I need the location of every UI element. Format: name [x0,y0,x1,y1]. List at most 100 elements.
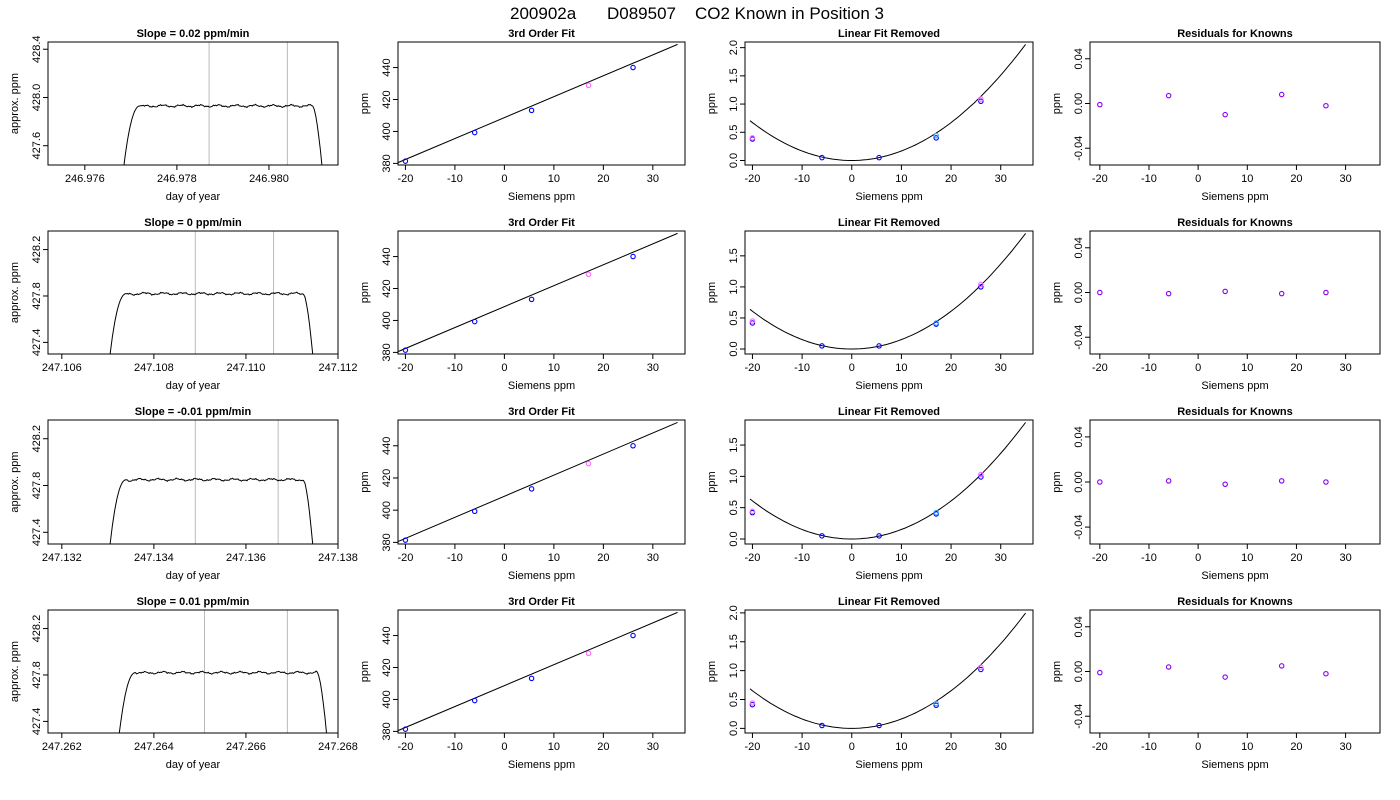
x-tick-label: 10 [548,362,560,374]
data-point [933,320,939,326]
x-tick-label: 20 [1290,362,1302,374]
data-point [528,486,535,492]
panel-data [1097,288,1329,297]
panel-r0c2: Linear Fit Removed -20 -10 0 10 20 30 0.0 0.5 1.0… [706,28,1034,203]
plot-frame [47,41,339,166]
y-tick-label: 0.00 [1073,93,1085,114]
data-point [978,474,984,480]
y-tick-label: 440 [381,247,393,265]
y-tick-label: 380 [381,154,393,172]
x-tick-label: 20 [597,552,609,564]
y-axis-label: ppm [706,282,718,303]
y-axis-label: ppm [706,93,718,114]
x-tick-label: 20 [597,741,609,753]
x-tick-label: 247.138 [318,552,358,564]
x-axis-label: Siemens ppm [508,759,575,771]
x-tick-label: 20 [945,362,957,374]
y-tick-label: 0.5 [728,500,740,515]
x-tick-label: -10 [447,552,463,564]
x-tick-label: 10 [1241,552,1253,564]
x-tick-label: -10 [447,173,463,185]
data-point [1323,102,1329,109]
data-point [630,632,636,639]
x-tick-label: 247.134 [134,552,174,564]
x-tick-label: -10 [794,552,810,564]
plot-frame [397,419,686,545]
panel-r2c1: 3rd Order Fit -20 -10 0 10 20 30 380 400 420 440 Si… [359,406,686,582]
x-tick-label: 30 [1339,173,1351,185]
y-tick-label: 0.0 [728,341,740,356]
data-point [630,64,636,71]
data-point [933,702,939,709]
x-axis-label: Siemens ppm [508,191,575,203]
data-point [933,132,939,139]
x-tick-label: -20 [744,552,760,564]
x-tick-label: 20 [945,552,957,564]
x-tick-label: -10 [1141,173,1157,185]
panel-data [1097,478,1329,488]
data-point [402,726,409,732]
x-axis-label: Siemens ppm [508,380,575,392]
plot-frame [1089,230,1381,355]
x-tick-label: 30 [647,741,659,753]
data-point [585,82,592,89]
data-point [1278,663,1285,669]
fit-line [398,611,678,732]
x-tick-label: 0 [501,741,507,753]
panel-data [398,232,678,353]
panel-r0c3: Residuals for Knowns -20 -10 0 10 20 30 -0.04 0.… [1051,28,1381,203]
x-tick-label: 10 [1241,173,1253,185]
x-tick-label: -10 [794,362,810,374]
x-tick-label: -20 [1092,362,1108,374]
fit-curve [749,44,1026,161]
data-point [749,508,756,515]
y-tick-label: 427.4 [31,519,43,547]
x-tick-label: -10 [447,741,463,753]
y-tick-label: 0.00 [1073,471,1085,492]
figure-title-run: 200902a [510,4,577,23]
plot-frame [397,230,686,355]
y-tick-label: 0.00 [1073,661,1085,682]
x-tick-label: 247.268 [318,741,358,753]
y-tick-label: 0.04 [1073,48,1085,69]
x-tick-label: 0 [501,173,507,185]
data-point [1097,669,1103,676]
panel-r3c2: Linear Fit Removed -20 -10 0 10 20 30 0.0 0.5 1.0… [706,596,1034,771]
panel-title: Residuals for Knowns [1177,217,1293,229]
x-tick-label: 20 [945,741,957,753]
data-point [471,697,478,704]
y-tick-label: 427.6 [31,132,43,160]
panel-data [123,42,323,165]
data-point [630,443,636,449]
panel-title: Slope = 0.01 ppm/min [137,596,250,608]
x-axis-label: Siemens ppm [855,191,922,203]
x-tick-label: 10 [895,552,907,564]
y-axis-label: ppm [706,661,718,682]
y-tick-label: 0.5 [728,310,740,325]
data-point [978,98,984,104]
data-point [978,666,984,673]
x-tick-label: 10 [548,741,560,753]
data-point [1323,289,1329,296]
x-tick-label: -20 [744,741,760,753]
y-tick-label: 0.04 [1073,616,1085,637]
x-tick-label: 0 [501,362,507,374]
x-tick-label: 247.266 [226,741,266,753]
panel-data [109,420,314,544]
y-tick-label: 440 [381,58,393,76]
figure-title-desc: CO2 Known in Position 3 [695,4,884,23]
x-tick-label: 0 [1195,552,1201,564]
panel-data [749,233,1026,350]
panel-r0c0: Slope = 0.02 ppm/min 246.976 246.978 246.98… [9,28,339,203]
y-tick-label: 0.5 [728,125,740,140]
panel-data [1097,663,1329,680]
x-axis-label: Siemens ppm [855,570,922,582]
data-point [978,471,984,478]
data-point [819,154,825,161]
panel-title: Residuals for Knowns [1177,596,1293,608]
data-point [528,107,535,114]
y-tick-label: 427.4 [31,329,43,357]
y-tick-label: 1.5 [728,634,740,649]
data-point [402,537,409,543]
x-tick-label: 10 [1241,741,1253,753]
